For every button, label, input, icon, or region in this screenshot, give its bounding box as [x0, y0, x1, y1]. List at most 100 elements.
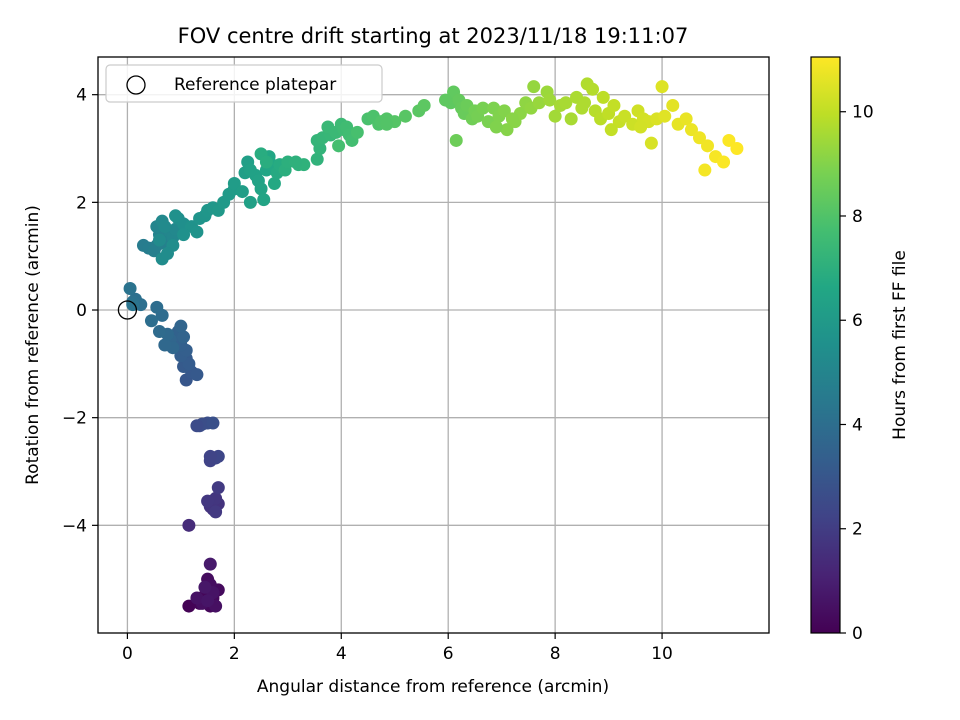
data-point	[206, 416, 220, 430]
data-point	[380, 117, 394, 131]
data-point	[201, 594, 215, 608]
data-point	[267, 177, 281, 191]
scatter-points	[123, 77, 744, 613]
data-point	[717, 155, 731, 169]
legend: Reference platepar	[105, 64, 383, 103]
data-point	[182, 357, 196, 371]
data-point	[243, 195, 257, 209]
data-point	[126, 298, 140, 312]
data-point	[201, 494, 215, 508]
data-point	[289, 155, 303, 169]
data-point	[500, 123, 514, 137]
data-point	[209, 505, 223, 519]
data-point	[310, 152, 324, 166]
data-point	[147, 244, 161, 258]
data-point	[144, 314, 158, 328]
data-point	[123, 281, 137, 295]
data-point	[679, 112, 693, 126]
data-point	[655, 80, 669, 94]
y-axis-ticks: −4 −2 0 2 4	[62, 86, 98, 536]
data-point	[190, 591, 204, 605]
data-point	[701, 139, 715, 153]
y-tick-label: 0	[76, 301, 87, 321]
colorbar: 0 2 4 6 8 10 Hours from first FF file	[810, 56, 910, 644]
data-point	[658, 109, 672, 123]
data-point	[203, 557, 217, 571]
data-point	[190, 419, 204, 433]
data-point	[182, 518, 196, 532]
x-tick-label: 2	[229, 644, 240, 664]
data-point	[564, 112, 578, 126]
x-axis-ticks: 0 2 4 6 8 10	[122, 633, 673, 664]
colorbar-tick-label: 0	[852, 624, 863, 644]
colorbar-tick-label: 8	[852, 207, 863, 227]
data-point	[543, 93, 557, 107]
colorbar-tick-label: 4	[852, 415, 863, 435]
data-point	[152, 325, 166, 339]
data-point	[634, 120, 648, 134]
data-point	[548, 109, 562, 123]
data-point	[190, 368, 204, 382]
data-point	[722, 133, 736, 147]
data-point	[596, 90, 610, 104]
data-point	[243, 163, 257, 177]
data-point	[259, 155, 273, 169]
data-point	[618, 109, 632, 123]
colorbar-tick-label: 2	[852, 520, 863, 540]
x-tick-label: 0	[122, 644, 133, 664]
x-tick-label: 10	[651, 644, 673, 664]
data-point	[158, 338, 172, 352]
colorbar-tick-label: 10	[852, 103, 874, 123]
data-point	[489, 120, 503, 134]
data-point	[257, 193, 271, 207]
data-point	[350, 125, 364, 139]
data-point	[235, 185, 249, 199]
data-point	[177, 228, 191, 242]
data-point	[177, 330, 191, 344]
data-point	[182, 599, 196, 613]
data-point	[227, 177, 241, 191]
data-point	[604, 123, 618, 137]
chart-title: FOV centre drift starting at 2023/11/18 …	[178, 24, 689, 48]
data-point	[161, 246, 175, 260]
data-point	[449, 133, 463, 147]
colorbar-ticks: 0 2 4 6 8 10	[840, 103, 874, 644]
data-point	[666, 98, 680, 112]
x-tick-label: 4	[336, 644, 347, 664]
y-tick-label: −2	[62, 409, 87, 429]
data-point	[198, 580, 212, 594]
data-point	[527, 80, 541, 94]
data-point	[497, 104, 511, 118]
data-point	[398, 109, 412, 123]
data-point	[730, 142, 744, 156]
data-point	[158, 220, 172, 234]
data-point	[417, 98, 431, 112]
data-point	[190, 225, 204, 239]
data-point	[684, 123, 698, 137]
data-point	[169, 209, 183, 223]
x-axis-label: Angular distance from reference (arcmin)	[257, 677, 609, 697]
legend-label: Reference platepar	[174, 75, 336, 95]
data-point	[150, 300, 164, 314]
data-point	[698, 163, 712, 177]
colorbar-label: Hours from first FF file	[890, 250, 910, 440]
legend-box	[105, 64, 383, 103]
data-point	[332, 139, 346, 153]
data-point	[692, 131, 706, 145]
data-point	[439, 93, 453, 107]
reference-platepar-point	[117, 300, 138, 320]
data-point	[532, 96, 546, 110]
data-point	[505, 112, 519, 126]
y-tick-label: −4	[62, 516, 87, 536]
y-tick-label: 4	[76, 86, 87, 106]
x-tick-label: 6	[443, 644, 454, 664]
data-point	[586, 82, 600, 96]
y-tick-label: 2	[76, 193, 87, 213]
legend-marker-open-circle	[126, 75, 146, 95]
plot-frame	[97, 56, 770, 634]
reference-marker	[117, 300, 138, 320]
data-point	[203, 449, 217, 463]
data-point	[211, 481, 225, 495]
data-point	[152, 233, 166, 247]
